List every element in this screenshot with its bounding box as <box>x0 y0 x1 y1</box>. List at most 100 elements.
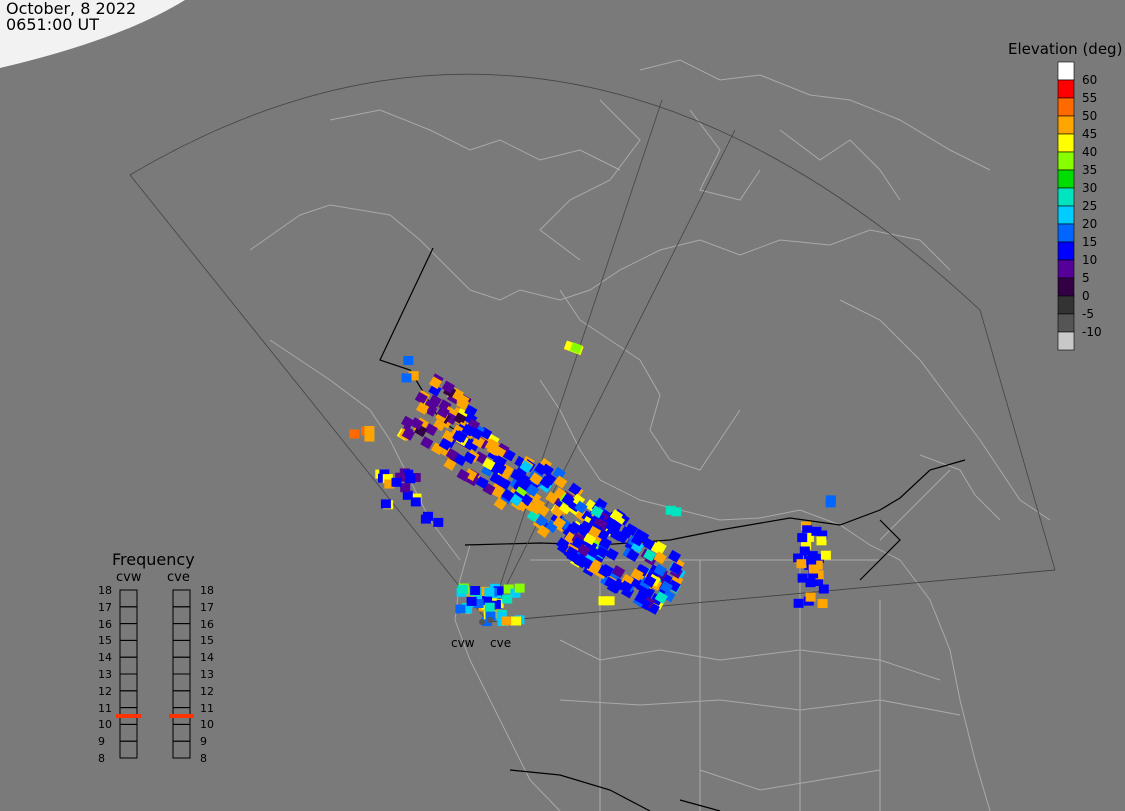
echo-cell <box>485 611 496 621</box>
frequency-scale-label: 16 <box>200 617 214 631</box>
echo-cell <box>454 430 468 443</box>
frequency-box-cvw <box>119 639 138 658</box>
echo-cell <box>462 604 473 614</box>
legend-tick: -5 <box>1082 307 1094 321</box>
echo-cell <box>531 497 546 511</box>
echo-cell <box>813 570 824 580</box>
legend-tick: 20 <box>1082 217 1098 231</box>
radar-site-cve-marker <box>487 617 493 623</box>
echo-cell <box>641 537 656 551</box>
echo-cell <box>604 576 618 590</box>
frequency-box-cvw <box>119 740 138 759</box>
frequency-box-cve <box>172 723 191 742</box>
echo-cell <box>556 537 570 551</box>
frequency-scale-label: 14 <box>200 651 214 665</box>
echo-cell <box>475 476 489 489</box>
echo-cell <box>395 472 406 482</box>
echo-cell <box>473 599 484 608</box>
colorbar-swatch <box>1057 313 1075 333</box>
frequency-box-cve <box>172 690 191 709</box>
legend-tick: 10 <box>1082 253 1098 267</box>
echo-cell <box>634 592 648 605</box>
echo-cell <box>502 594 513 604</box>
colorbar-swatch <box>1057 259 1075 279</box>
date-label: October, 8 2022 <box>6 0 137 18</box>
echo-cell <box>643 574 657 588</box>
echo-cell <box>797 533 808 543</box>
frequency-scale-label: 12 <box>200 684 214 698</box>
echo-cell <box>545 491 559 505</box>
echo-cell <box>653 564 667 577</box>
legend-tick: 50 <box>1082 109 1098 123</box>
echo-cell <box>457 584 468 594</box>
echo-cell <box>391 477 402 487</box>
echo-cell <box>535 514 549 528</box>
field-of-view <box>129 73 1056 623</box>
echo-cell <box>588 525 602 539</box>
echo-cell <box>817 530 828 540</box>
echo-cell <box>364 432 375 442</box>
echo-cell <box>605 547 619 561</box>
echo-cell <box>513 486 528 500</box>
frequency-scale-label: 14 <box>98 651 112 665</box>
frequency-box-cvw <box>119 606 138 625</box>
time-label: 0651:00 UT <box>6 15 100 34</box>
colorbar-swatch <box>1057 133 1075 153</box>
frequency-box-cvw <box>119 673 138 692</box>
legend-tick: 5 <box>1082 271 1090 285</box>
echo-cell <box>456 468 470 482</box>
echo-cell <box>464 404 478 418</box>
colorbar-swatch <box>1057 187 1075 207</box>
echo-cell <box>503 584 514 594</box>
echo-cell <box>808 569 819 579</box>
echo-cell <box>438 437 452 451</box>
echo-cell <box>414 391 428 405</box>
colorbar-swatch <box>1057 277 1075 297</box>
frequency-title: Frequency <box>112 550 195 569</box>
site-label-cve: cve <box>490 636 512 650</box>
echo-cell <box>667 549 682 563</box>
site-label-cvw: cvw <box>451 636 475 650</box>
echo-cell <box>598 536 612 550</box>
echo-cell <box>482 596 493 605</box>
frequency-box-cvw <box>119 690 138 709</box>
echo-cell <box>410 473 421 482</box>
echo-cell <box>539 475 553 489</box>
echo-cell <box>619 580 633 594</box>
legend-tick: 30 <box>1082 181 1098 195</box>
echo-cell <box>665 505 676 515</box>
echo-cell <box>493 586 504 596</box>
echo-cell <box>493 455 508 469</box>
echo-cell <box>552 466 566 480</box>
frequency-box-cve <box>172 673 191 692</box>
echo-cell <box>461 423 475 437</box>
echo-cell <box>441 380 455 394</box>
echo-cell <box>462 451 476 465</box>
legend-tick: 15 <box>1082 235 1098 249</box>
echo-cell <box>466 596 477 606</box>
echo-cell <box>455 604 466 614</box>
echo-cell <box>519 460 533 474</box>
echo-cell <box>443 457 457 471</box>
echo-cell <box>384 479 395 489</box>
echo-cell <box>518 473 533 487</box>
legend-tick: 55 <box>1082 91 1098 105</box>
frequency-scale-label: 9 <box>200 735 207 749</box>
echo-cell <box>453 412 467 426</box>
echo-cell <box>410 417 424 430</box>
echo-cell <box>604 596 615 606</box>
echo-cell <box>558 501 573 515</box>
frequency-scale-label: 9 <box>98 735 105 749</box>
echo-cell <box>612 565 626 578</box>
colorbar-swatch <box>1057 115 1075 135</box>
colorbar-swatch <box>1057 295 1075 315</box>
echo-cell <box>817 599 828 608</box>
frequency-scale-label: 15 <box>200 634 214 648</box>
echo-cell <box>569 342 583 354</box>
echo-cell <box>511 616 522 626</box>
echo-cell <box>561 493 575 507</box>
frequency-scale-label: 18 <box>98 584 112 597</box>
echo-cell <box>510 588 521 598</box>
legend-tick: 45 <box>1082 127 1098 141</box>
